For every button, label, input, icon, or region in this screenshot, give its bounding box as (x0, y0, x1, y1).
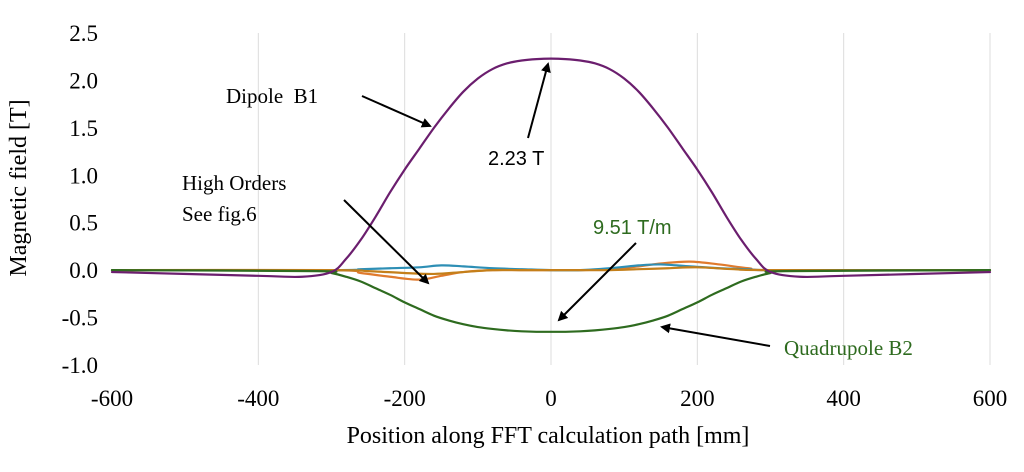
series-line-dipole (110, 57, 992, 279)
y-axis-ticks: -1.0 -0.5 0.0 0.5 1.0 1.5 2.0 2.5 (62, 21, 98, 378)
x-axis-title: Position along FFT calculation path [mm] (347, 423, 750, 449)
y-tick-label: -1.0 (62, 353, 98, 378)
annotation-arrows (343, 62, 771, 347)
x-tick-label: -200 (384, 386, 426, 411)
dipole-arrow (361, 95, 432, 128)
x-tick-label: -600 (91, 386, 133, 411)
quadrupole-arrow (660, 323, 771, 347)
dipole-label: Dipole B1 (226, 84, 318, 108)
y-tick-label: 1.0 (69, 163, 98, 188)
quadrupole-gradient-label: 9.51 T/m (593, 217, 672, 239)
grid (257, 33, 991, 365)
y-tick-label: 0.5 (69, 211, 98, 236)
y-tick-label: -0.5 (62, 306, 98, 331)
x-tick-label: 600 (973, 386, 1008, 411)
x-tick-label: 200 (680, 386, 715, 411)
y-tick-label: 2.0 (69, 68, 98, 93)
quadrupole-value-arrow (557, 242, 637, 322)
series-line-quadrupole (110, 269, 992, 333)
y-tick-label: 0.0 (69, 258, 98, 283)
see-fig-label: See fig.6 (182, 202, 257, 226)
y-tick-label: 1.5 (69, 116, 98, 141)
series-line-high-order-3 (110, 266, 992, 276)
peak-value-label: 2.23 T (488, 148, 544, 170)
plot-area (110, 57, 992, 333)
x-tick-label: 0 (545, 386, 557, 411)
high-orders-arrow (343, 199, 430, 285)
y-tick-label: 2.5 (69, 21, 98, 46)
x-tick-label: 400 (826, 386, 861, 411)
high-orders-label: High Orders (182, 171, 286, 195)
quadrupole-label: Quadrupole B2 (784, 336, 913, 360)
peak-arrow (527, 62, 551, 139)
x-tick-label: -400 (237, 386, 279, 411)
y-axis-title: Magnetic field [T] (6, 99, 32, 276)
x-axis-ticks: -600 -400 -200 0 200 400 600 (91, 386, 1007, 411)
